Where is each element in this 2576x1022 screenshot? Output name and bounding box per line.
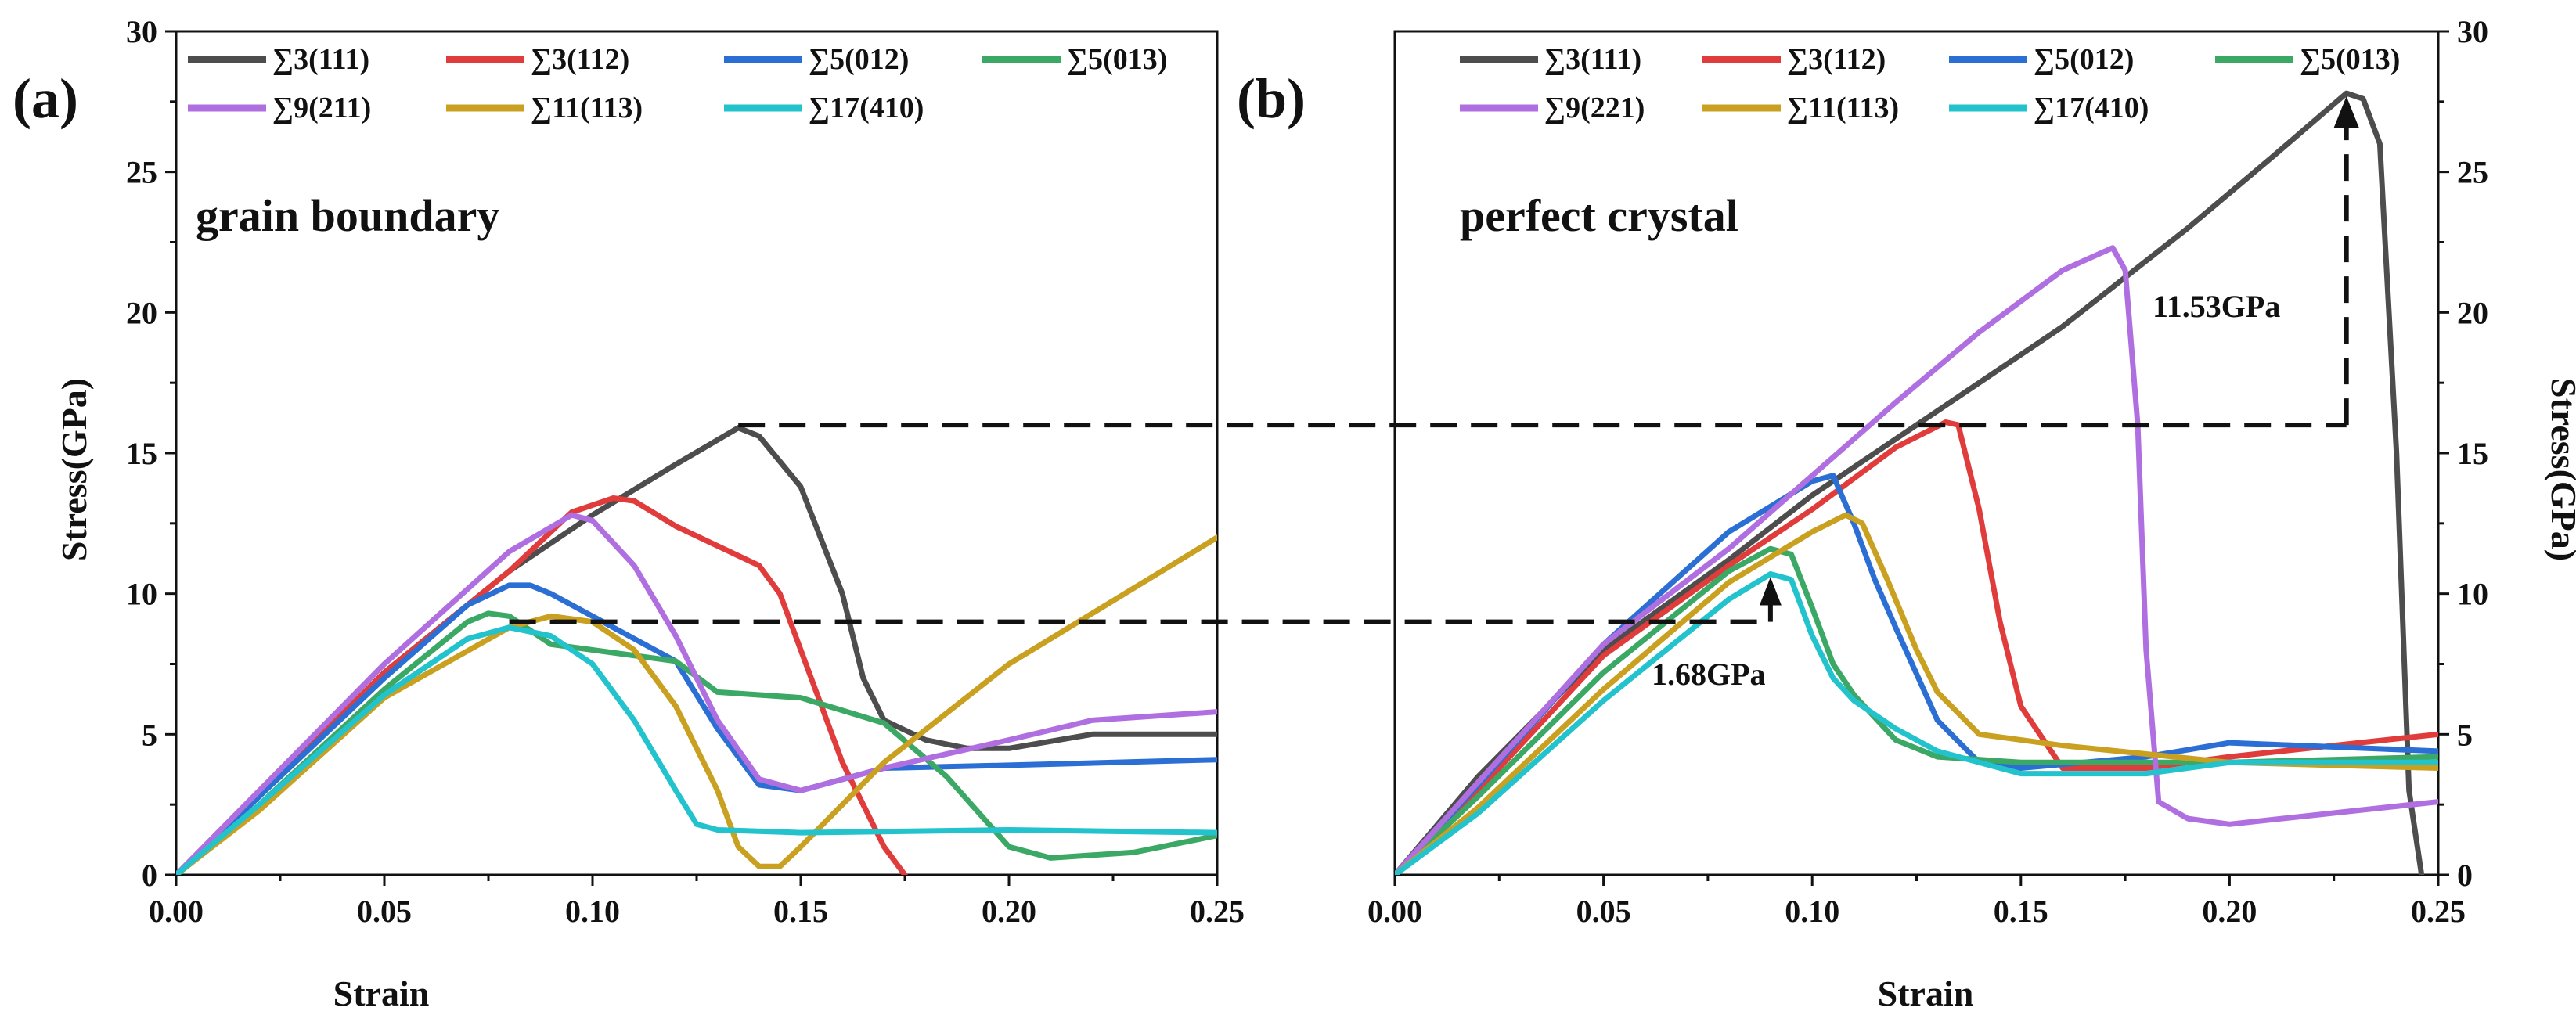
difference-arrow-low	[1759, 577, 1782, 606]
panel-b-y-tick-label: 10	[2457, 577, 2488, 612]
panel-b-legend-label-1: ∑3(112)	[1787, 43, 1886, 76]
panel-a-x-tick-label: 0.10	[565, 894, 620, 929]
stress-difference-low-label: 1.68GPa	[1652, 657, 1766, 692]
panel-a-legend-label-5: ∑11(113)	[531, 92, 643, 124]
panel-a-series-line-3	[176, 610, 1217, 875]
grain-boundary-annotation: grain boundary	[196, 190, 499, 241]
panel-a-y-tick-label: 25	[126, 155, 157, 190]
panel-a-x-tick-label: 0.20	[982, 894, 1036, 929]
panel-a-series-line-0	[176, 425, 1217, 875]
panel-b-series-line-2	[1395, 473, 2438, 875]
panel-b-y-tick-label: 25	[2457, 155, 2488, 190]
panel-a-series-line-5	[176, 534, 1217, 875]
panel-b-series-line-5	[1395, 512, 2438, 875]
panel-b-legend-label-2: ∑5(012)	[2034, 43, 2134, 76]
panel-b-y-tick-label: 0	[2457, 858, 2473, 893]
difference-arrow-high	[2333, 96, 2359, 128]
panel-b-x-tick-label: 0.05	[1576, 894, 1631, 929]
panel-a-legend-label-1: ∑3(112)	[531, 43, 629, 76]
panel-b-series-line-0	[1395, 90, 2425, 875]
panel-a-x-axis-title: Strain	[333, 973, 430, 1013]
panel-b-legend-label-6: ∑17(410)	[2034, 92, 2149, 124]
panel-b-legend-label-0: ∑3(111)	[1544, 43, 1641, 76]
panel-b-series-line-3	[1395, 545, 2438, 875]
panel-b-label: (b)	[1237, 67, 1306, 130]
panel-a-legend-label-3: ∑5(013)	[1067, 43, 1167, 76]
panel-a-y-tick-label: 15	[126, 436, 157, 471]
panel-b-legend-label-5: ∑11(113)	[1787, 92, 1899, 124]
panel-b-x-tick-label: 0.15	[1994, 894, 2048, 929]
panel-b-series-group	[1395, 90, 2438, 875]
panel-b-x-tick-label: 0.10	[1785, 894, 1839, 929]
panel-a-series-line-1	[176, 495, 908, 875]
panel-b-legend-label-4: ∑9(221)	[1544, 92, 1645, 124]
panel-a-x-tick-label: 0.05	[357, 894, 412, 929]
panel-b-y-axis-title: Stress(GPa)	[2544, 378, 2576, 561]
panel-b-x-tick-label: 0.00	[1367, 894, 1422, 929]
reference-lines	[509, 96, 2359, 624]
panel-a-legend-label-6: ∑17(410)	[809, 92, 924, 124]
panel-b-x-axis-title: Strain	[1878, 973, 1974, 1013]
panel-a-y-axis-title: Stress(GPa)	[54, 378, 94, 561]
panel-a-series-line-4	[176, 512, 1217, 875]
panel-a-series-group	[176, 425, 1217, 875]
panel-b-series-line-1	[1395, 419, 2438, 875]
panel-a-y-tick-label: 5	[142, 717, 157, 752]
panel-b-y-tick-label: 15	[2457, 436, 2488, 471]
panel-a-y-tick-label: 20	[126, 295, 157, 330]
panel-b-x-tick-label: 0.20	[2202, 894, 2257, 929]
panel-b-y-tick-label: 30	[2457, 14, 2488, 49]
panel-b-series-line-6	[1395, 571, 2438, 875]
panel-a: (a) grain boundary Strain Stress(GPa) 0.…	[13, 14, 1245, 1013]
panel-b-x-tick-label: 0.25	[2411, 894, 2466, 929]
panel-b-y-tick-label: 5	[2457, 717, 2473, 752]
panel-b-legend-label-3: ∑5(013)	[2300, 43, 2400, 76]
panel-a-series-line-6	[176, 624, 1217, 875]
panel-a-y-tick-label: 0	[142, 858, 157, 893]
panel-a-legend-label-2: ∑5(012)	[809, 43, 909, 76]
panel-a-y-tick-label: 10	[126, 577, 157, 612]
panel-a-x-tick-label: 0.25	[1190, 894, 1245, 929]
panel-b-series-line-4	[1395, 245, 2438, 875]
panel-a-legend-label-4: ∑9(211)	[272, 92, 371, 124]
panel-a-x-tick-label: 0.00	[149, 894, 204, 929]
panel-b-y-tick-label: 20	[2457, 295, 2488, 330]
panel-a-x-tick-label: 0.15	[773, 894, 828, 929]
stress-difference-high-label: 11.53GPa	[2153, 289, 2280, 324]
panel-b: (b) perfect crystal Strain Stress(GPa) 0…	[1237, 14, 2576, 1013]
perfect-crystal-annotation: perfect crystal	[1460, 190, 1738, 241]
panel-a-label: (a)	[13, 67, 78, 130]
panel-a-y-tick-label: 30	[126, 14, 157, 49]
panel-a-legend-label-0: ∑3(111)	[272, 43, 369, 76]
